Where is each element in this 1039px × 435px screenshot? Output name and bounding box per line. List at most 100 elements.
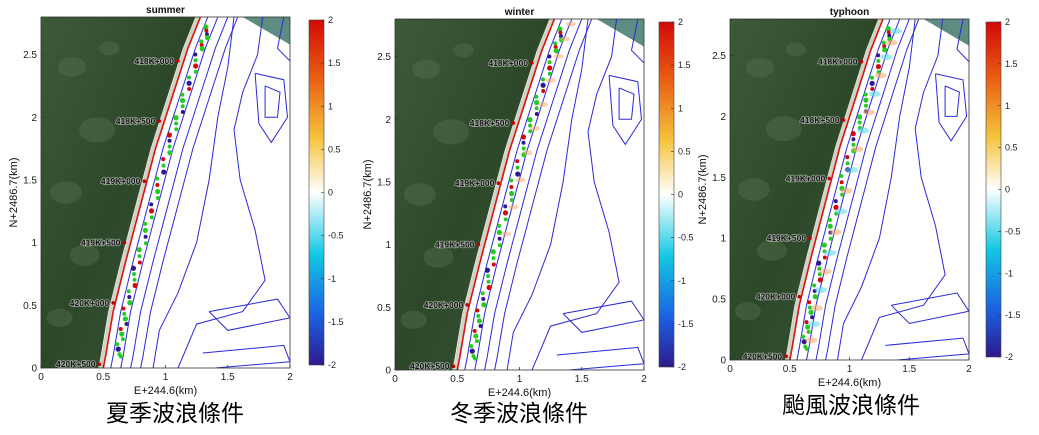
x-tick-label: 2 [641, 374, 647, 385]
change-mark [193, 52, 198, 57]
colorbar-tick-label: -1 [328, 274, 336, 284]
change-mark [817, 266, 822, 271]
change-mark [142, 227, 148, 233]
depth-contour [944, 85, 960, 117]
change-mark [127, 300, 133, 306]
change-mark [827, 217, 832, 222]
depth-contour [608, 74, 643, 146]
x-axis-label: E+244.6(km) [134, 385, 197, 397]
change-mark [203, 24, 209, 30]
station-marker [142, 179, 147, 184]
depth-contour [202, 344, 290, 368]
change-mark [199, 39, 204, 44]
depth-contour [630, 19, 644, 64]
station-marker [784, 354, 788, 359]
change-mark [497, 236, 502, 241]
change-patch [874, 72, 887, 79]
change-mark [469, 348, 475, 354]
change-mark [876, 53, 881, 58]
change-mark [828, 236, 833, 241]
x-tick-label: 0.5 [96, 372, 110, 383]
change-mark [484, 267, 491, 273]
x-axis-label: E+244.6(km) [488, 387, 551, 399]
station-label: 418K+000 [818, 57, 858, 67]
y-tick-label: 2.5 [712, 51, 726, 62]
depth-contour [152, 17, 235, 368]
change-mark [136, 247, 142, 253]
change-mark [180, 109, 185, 114]
change-mark [124, 321, 129, 326]
depth-contour [885, 337, 969, 360]
depth-contour [618, 87, 635, 120]
chart-title: summer [146, 5, 185, 16]
change-patch [808, 321, 821, 328]
y-tick-label: 2 [385, 115, 391, 126]
change-mark [478, 323, 483, 328]
change-mark [497, 223, 502, 228]
change-mark [863, 92, 868, 97]
depth-contour [562, 300, 644, 333]
change-mark [193, 63, 199, 69]
depth-contour [837, 19, 916, 360]
land-texture [433, 119, 470, 145]
depth-contour [556, 346, 644, 370]
change-patch [545, 77, 556, 83]
change-mark [122, 311, 127, 316]
y-tick-label: 0 [31, 364, 37, 375]
change-mark [503, 204, 508, 209]
y-tick-label: 1.5 [712, 173, 726, 184]
y-tick-label: 1 [720, 234, 726, 245]
change-mark [870, 86, 875, 91]
beach-strip [785, 19, 884, 360]
change-mark [885, 26, 891, 32]
change-mark [541, 88, 546, 93]
colorbar-tick-label: 1.5 [678, 60, 691, 70]
depth-contour [484, 19, 583, 370]
change-mark [812, 283, 817, 288]
depth-contour [110, 17, 209, 368]
change-mark [115, 342, 120, 347]
y-tick-label: 0.5 [712, 295, 726, 306]
change-mark [118, 327, 123, 332]
change-mark [496, 229, 502, 235]
land-texture [79, 117, 116, 143]
depth-contour [531, 19, 620, 370]
change-mark [132, 277, 137, 282]
land-texture [737, 178, 770, 201]
change-mark [528, 123, 533, 128]
sea-corner [596, 19, 644, 47]
land-area [41, 17, 196, 368]
depth-contour [177, 17, 266, 368]
station-marker [451, 364, 456, 369]
station-label: 420K+500 [410, 361, 450, 371]
station-label: 419K+500 [767, 233, 807, 243]
change-mark [816, 260, 822, 266]
change-patch [840, 187, 853, 194]
land-texture [99, 41, 120, 56]
change-mark [476, 313, 481, 318]
change-mark [827, 223, 833, 229]
change-mark [547, 65, 553, 71]
x-tick-label: 1.5 [575, 374, 589, 385]
land-texture [734, 302, 761, 321]
change-mark [155, 183, 160, 188]
colorbar-tick-label: 1 [1005, 101, 1010, 111]
change-mark [882, 47, 888, 53]
chart-panel-typhoon: 418K+000 418K+500 419K+000 419K+500 420K+000… [697, 7, 1021, 419]
y-tick-label: 1 [31, 238, 37, 249]
y-tick-label: 1.5 [23, 175, 37, 186]
depth-contour [825, 19, 920, 360]
station-label: 419K+500 [81, 238, 121, 248]
change-mark [540, 82, 546, 88]
change-mark [180, 92, 185, 97]
change-mark [126, 289, 131, 294]
station-marker [511, 121, 516, 125]
change-mark [520, 134, 527, 140]
change-patch [829, 229, 842, 236]
colorbar-tick-label: 1.5 [328, 58, 341, 68]
change-mark [886, 30, 891, 35]
land-texture [785, 42, 806, 57]
change-mark [120, 337, 125, 342]
change-mark [870, 75, 875, 80]
change-mark [199, 42, 204, 47]
